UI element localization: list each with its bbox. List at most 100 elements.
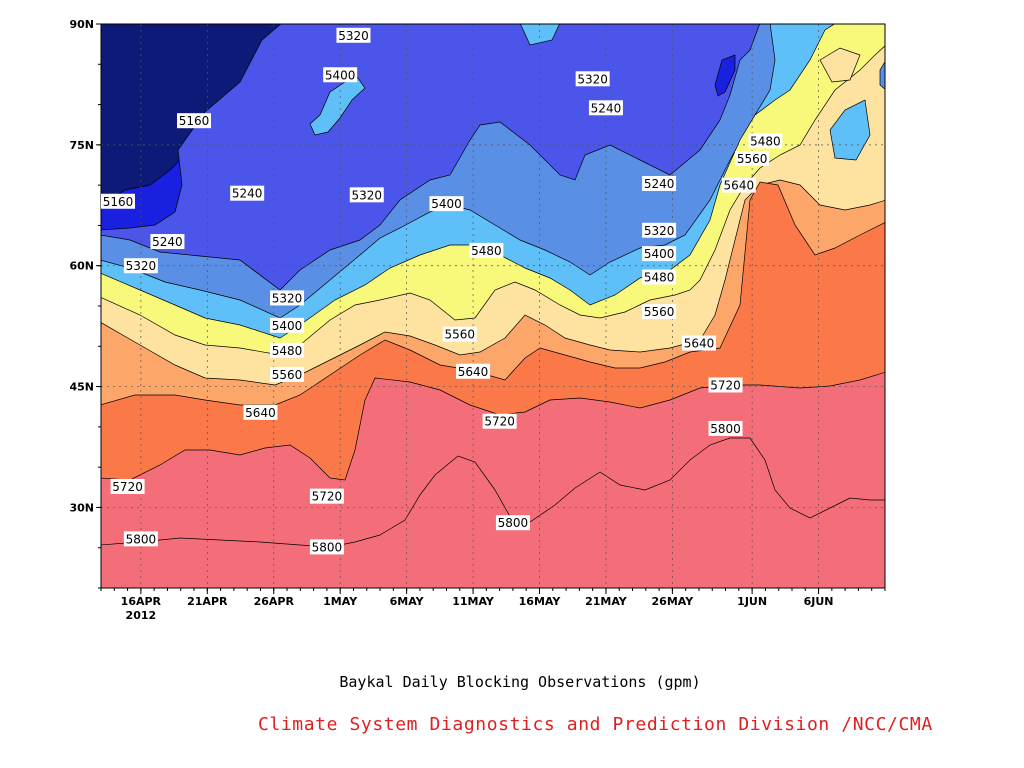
y-tick-label: 60N bbox=[69, 260, 94, 273]
contour-label: 5240 bbox=[588, 100, 623, 116]
contour-label-text: 5320 bbox=[577, 72, 608, 86]
contour-label-text: 5720 bbox=[710, 378, 741, 392]
contour-label-box bbox=[642, 304, 677, 320]
contour-label: 5480 bbox=[469, 242, 504, 258]
x-tick-label: 26MAY bbox=[652, 595, 695, 608]
contour-label-text: 5400 bbox=[431, 197, 462, 211]
contour-label-box bbox=[588, 100, 623, 116]
contour-cell-5560 bbox=[819, 47, 861, 83]
contour-label: 5160 bbox=[101, 193, 135, 209]
contour-label-text: 5320 bbox=[338, 29, 369, 43]
contour-label-text: 5720 bbox=[484, 415, 515, 429]
contour-label: 5160 bbox=[177, 113, 212, 129]
contour-label-box bbox=[482, 413, 517, 429]
contour-label: 5400 bbox=[323, 67, 358, 83]
contour-label-text: 5320 bbox=[126, 259, 157, 273]
contour-label-box bbox=[101, 193, 135, 209]
contour-label: 5400 bbox=[270, 317, 305, 333]
contour-label: 5480 bbox=[642, 269, 677, 285]
contour-label-text: 5320 bbox=[272, 291, 303, 305]
contour-label-box bbox=[642, 176, 677, 192]
contour-label: 5800 bbox=[495, 515, 530, 531]
contour-label: 5320 bbox=[123, 258, 158, 274]
contour-label-box bbox=[270, 342, 305, 358]
x-tick-label: 1JUN bbox=[737, 595, 767, 608]
contour-label: 5240 bbox=[642, 176, 677, 192]
credit-line: Climate System Diagnostics and Predictio… bbox=[258, 714, 933, 735]
x-tick-label: 16MAY bbox=[519, 595, 562, 608]
contour-label-text: 5560 bbox=[445, 328, 476, 342]
contour-label-box bbox=[123, 531, 158, 547]
contour-label-text: 5400 bbox=[644, 247, 675, 261]
contour-label-text: 5800 bbox=[126, 532, 157, 546]
x-tick-label: 6MAY bbox=[390, 595, 425, 608]
contour-label-text: 5320 bbox=[644, 224, 675, 238]
contour-label-box bbox=[642, 269, 677, 285]
contour-label-box bbox=[708, 377, 743, 393]
contour-label-text: 5240 bbox=[232, 187, 263, 201]
y-tick-label: 75N bbox=[69, 139, 94, 152]
contour-label: 5240 bbox=[230, 185, 265, 201]
contour-label: 5320 bbox=[642, 222, 677, 238]
contour-label-box bbox=[429, 196, 464, 212]
contour-label: 5720 bbox=[309, 488, 344, 504]
contour-label-text: 5240 bbox=[591, 101, 622, 115]
contour-label-box bbox=[469, 242, 504, 258]
contour-label-box bbox=[735, 151, 770, 167]
contour-label-text: 5640 bbox=[724, 179, 755, 193]
contour-label: 5240 bbox=[150, 234, 185, 250]
contour-label: 5320 bbox=[336, 27, 371, 43]
contour-label: 5400 bbox=[429, 196, 464, 212]
contour-label: 5480 bbox=[748, 133, 783, 149]
contour-label-box bbox=[349, 187, 384, 203]
contour-label: 5720 bbox=[708, 377, 743, 393]
contour-label-box bbox=[456, 363, 491, 379]
contour-label-text: 5800 bbox=[710, 422, 741, 436]
contour-label: 5560 bbox=[442, 326, 477, 342]
x-tick-label: 11MAY bbox=[452, 595, 495, 608]
contour-label-text: 5560 bbox=[272, 368, 303, 382]
contour-label-box bbox=[442, 326, 477, 342]
contour-label-box bbox=[177, 113, 212, 129]
contour-label: 5480 bbox=[270, 342, 305, 358]
x-tick-label: 21APR bbox=[187, 595, 228, 608]
contour-label-box bbox=[708, 420, 743, 436]
contour-label-box bbox=[495, 515, 530, 531]
contour-label-text: 5480 bbox=[272, 344, 303, 358]
x-tick-label: 21MAY bbox=[585, 595, 628, 608]
y-axis: 30N 45N 60N 75N 90N bbox=[69, 18, 101, 589]
contour-label-text: 5800 bbox=[312, 540, 343, 554]
x-tick-label: 26APR bbox=[254, 595, 295, 608]
x-tick-label: 16APR bbox=[121, 595, 162, 608]
contour-label-text: 5480 bbox=[471, 244, 502, 258]
contour-fills bbox=[101, 24, 885, 588]
contour-label-text: 5480 bbox=[644, 270, 675, 284]
contour-label-box bbox=[230, 185, 265, 201]
contour-label-box bbox=[270, 290, 305, 306]
contour-label-text: 5320 bbox=[351, 188, 382, 202]
contour-label: 5800 bbox=[309, 539, 344, 555]
contour-label-text: 5560 bbox=[737, 152, 768, 166]
contour-label: 5560 bbox=[735, 151, 770, 167]
contour-label: 5320 bbox=[575, 71, 610, 87]
contour-label: 5640 bbox=[721, 177, 756, 193]
contour-cell-5160 bbox=[714, 54, 736, 97]
contour-label-box bbox=[681, 335, 716, 351]
contour-label: 5800 bbox=[123, 531, 158, 547]
contour-label: 5560 bbox=[642, 304, 677, 320]
contour-label-text: 5640 bbox=[245, 406, 276, 420]
contour-label-box bbox=[243, 404, 278, 420]
contour-label-text: 5720 bbox=[112, 480, 143, 494]
contour-label-box bbox=[336, 27, 371, 43]
contour-cell-5320 bbox=[879, 60, 885, 90]
contour-label: 5400 bbox=[642, 246, 677, 262]
contour-label-box bbox=[323, 67, 358, 83]
contour-label: 5320 bbox=[349, 187, 384, 203]
contour-label: 5720 bbox=[110, 478, 145, 494]
contour-label-box bbox=[642, 222, 677, 238]
contour-label-text: 5160 bbox=[179, 114, 210, 128]
contour-label-box bbox=[642, 246, 677, 262]
contour-label-text: 5640 bbox=[684, 337, 715, 351]
